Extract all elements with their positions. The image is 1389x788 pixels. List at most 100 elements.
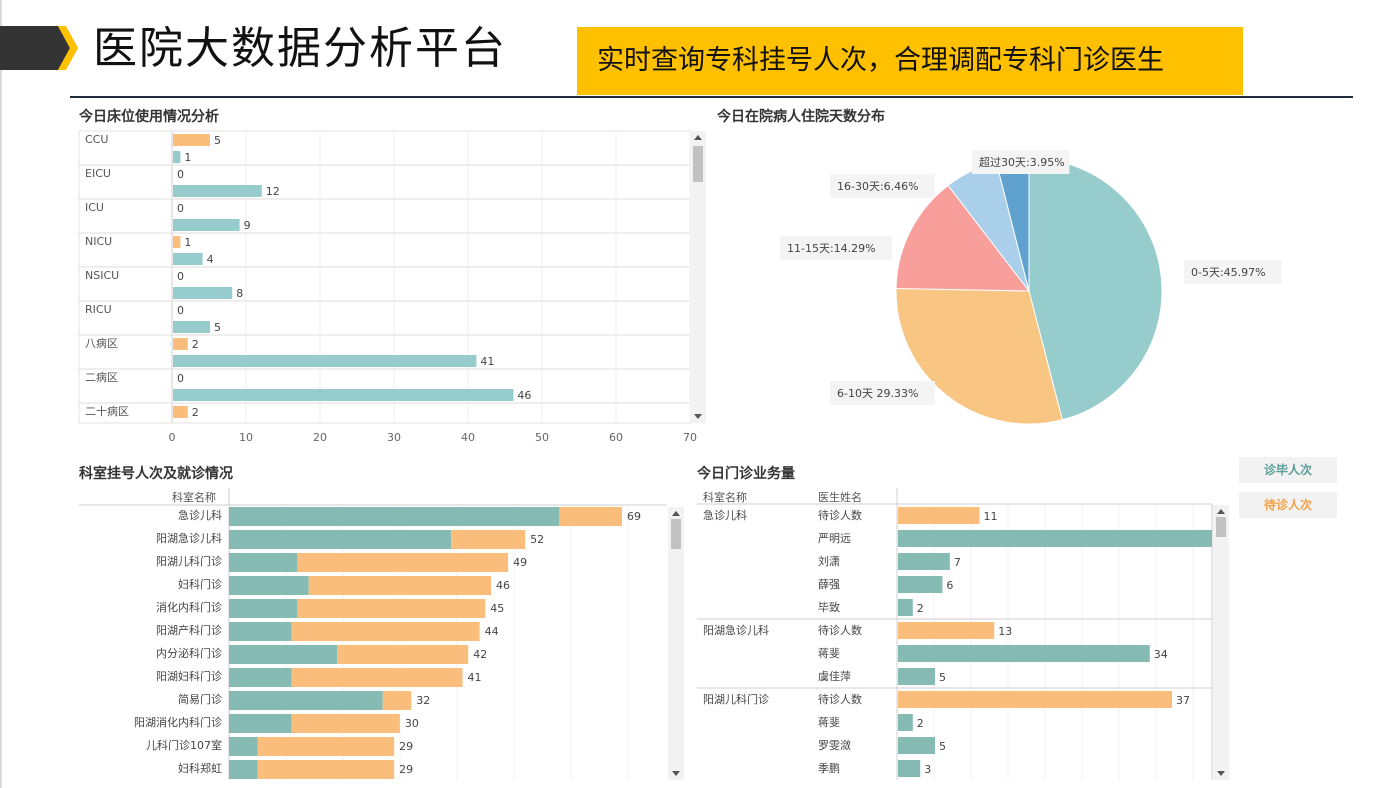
bed-chart-scroll-down-icon[interactable] — [694, 414, 702, 419]
bed-bar — [173, 287, 233, 299]
bed-value-label: 1 — [184, 236, 191, 249]
dept-total-label: 29 — [399, 740, 413, 753]
dept-bar-segment — [229, 599, 298, 618]
bed-value-label: 1 — [184, 151, 191, 164]
pie-slice — [1028, 157, 1163, 421]
bed-x-tick-label: 0 — [169, 431, 176, 444]
bed-bar — [173, 185, 262, 197]
bed-bar — [173, 134, 210, 146]
bed-value-label: 0 — [177, 168, 184, 181]
subtitle-text: 实时查询专科挂号人次，合理调配专科门诊医生 — [597, 45, 1164, 76]
dept-chart-scroll-up-icon[interactable] — [672, 511, 680, 516]
dept-bar-segment — [229, 507, 560, 526]
bed-category-label: ICU — [85, 201, 104, 214]
dept-bar-segment — [451, 530, 526, 549]
dept-chart-scroll-down-icon[interactable] — [672, 771, 680, 776]
dept-category-label: 阳湖妇科门诊 — [156, 669, 222, 683]
dept-column-header: 科室名称 — [172, 490, 216, 504]
bed-category-label: EICU — [85, 167, 111, 180]
bed-value-label: 12 — [266, 185, 280, 198]
dept-category-label: 简易门诊 — [178, 692, 222, 706]
op-row-label: 刘潇 — [818, 555, 840, 568]
op-value-label: 37 — [1176, 694, 1190, 707]
dept-total-label: 46 — [496, 579, 510, 592]
dept-bar-segment — [257, 760, 395, 779]
op-row-label: 蒋斐 — [818, 716, 840, 729]
dept-total-label: 45 — [490, 602, 504, 615]
op-chart-scrollbar[interactable] — [1213, 505, 1229, 780]
dept-bar-segment — [229, 737, 258, 756]
pie-label-box — [1184, 260, 1282, 284]
op-chart-scroll-up-icon[interactable] — [1217, 509, 1225, 514]
dept-bar-segment — [229, 530, 452, 549]
dept-category-label: 阳湖儿科门诊 — [156, 554, 222, 568]
op-row-label: 严明远 — [818, 532, 851, 545]
bed-category-label: 二十病区 — [85, 404, 129, 418]
dept-category-label: 儿科门诊107室 — [146, 738, 222, 752]
op-row-label: 虞佳萍 — [818, 669, 851, 683]
op-row-label: 季鹏 — [818, 762, 840, 775]
beds-panel-title: 今日床位使用情况分析 — [79, 109, 219, 125]
pie-slice-label: 超过30天:3.95% — [979, 155, 1065, 169]
dept-total-label: 41 — [468, 671, 482, 684]
dept-total-label: 69 — [627, 510, 641, 523]
pie-label-box — [830, 381, 935, 405]
dept-category-label: 内分泌科门诊 — [156, 646, 222, 660]
bed-value-label: 0 — [177, 304, 184, 317]
op-bar — [898, 622, 995, 639]
bed-bar — [173, 236, 181, 248]
legend-done-button[interactable]: 诊毕人次 — [1239, 457, 1337, 483]
op-chart-scrollbar-thumb[interactable] — [1216, 517, 1226, 537]
bed-category-label: 二病区 — [85, 370, 118, 384]
dept-bar-segment — [229, 576, 309, 595]
bed-category-label: NSICU — [85, 269, 119, 282]
bed-value-label: 2 — [192, 406, 199, 419]
bed-category-label: CCU — [85, 133, 108, 146]
bed-bar — [173, 253, 203, 265]
dept-bar-segment — [291, 714, 400, 733]
dept-panel-title: 科室挂号人次及就诊情况 — [79, 466, 233, 482]
op-dept-label: 阳湖急诊儿科 — [703, 623, 769, 637]
bed-value-label: 0 — [177, 372, 184, 385]
op-value-label: 6 — [946, 579, 953, 592]
legend-waiting-button[interactable]: 待诊人次 — [1239, 492, 1337, 518]
op-value-label: 5 — [939, 740, 946, 753]
left-edge-rule — [0, 0, 2, 788]
bed-bar — [173, 219, 240, 231]
pie-slice — [895, 287, 1063, 425]
dept-bar-segment — [229, 553, 298, 572]
op-row-label: 待诊人数 — [818, 508, 862, 522]
op-bar — [898, 507, 980, 524]
dept-category-label: 阳湖消化内科门诊 — [134, 715, 222, 729]
pie-slice-label: 6-10天 29.33% — [837, 387, 918, 400]
bed-bar — [173, 406, 188, 418]
bed-value-label: 0 — [177, 202, 184, 215]
dept-total-label: 42 — [473, 648, 487, 661]
pie-slice — [895, 184, 1031, 292]
dept-category-label: 急诊儿科 — [178, 508, 222, 522]
bed-x-tick-label: 30 — [387, 431, 401, 444]
bed-value-label: 41 — [480, 355, 494, 368]
op-column-header-dept: 科室名称 — [703, 490, 747, 504]
op-chart-scroll-down-icon[interactable] — [1217, 771, 1225, 776]
dept-bar-segment — [229, 645, 338, 664]
op-value-label: 2 — [917, 717, 924, 730]
dept-total-label: 52 — [530, 533, 544, 546]
bed-value-label: 46 — [517, 389, 531, 402]
dept-total-label: 49 — [513, 556, 527, 569]
op-value-label: 3 — [924, 763, 931, 776]
dept-chart-scrollbar-thumb[interactable] — [671, 519, 681, 549]
bed-chart-scrollbar[interactable] — [690, 131, 706, 423]
dept-bar-segment — [257, 737, 395, 756]
bed-chart-scrollbar-thumb[interactable] — [693, 146, 703, 182]
dept-chart-scrollbar[interactable] — [668, 507, 684, 780]
page-title: 医院大数据分析平台 — [93, 23, 507, 74]
pie-slice-label: 16-30天:6.46% — [837, 180, 919, 193]
pie-label-box — [972, 150, 1070, 174]
pie-label-box — [830, 174, 935, 198]
bed-chart-scroll-up-icon[interactable] — [694, 135, 702, 140]
bed-bar — [173, 338, 188, 350]
op-bar — [898, 576, 943, 593]
